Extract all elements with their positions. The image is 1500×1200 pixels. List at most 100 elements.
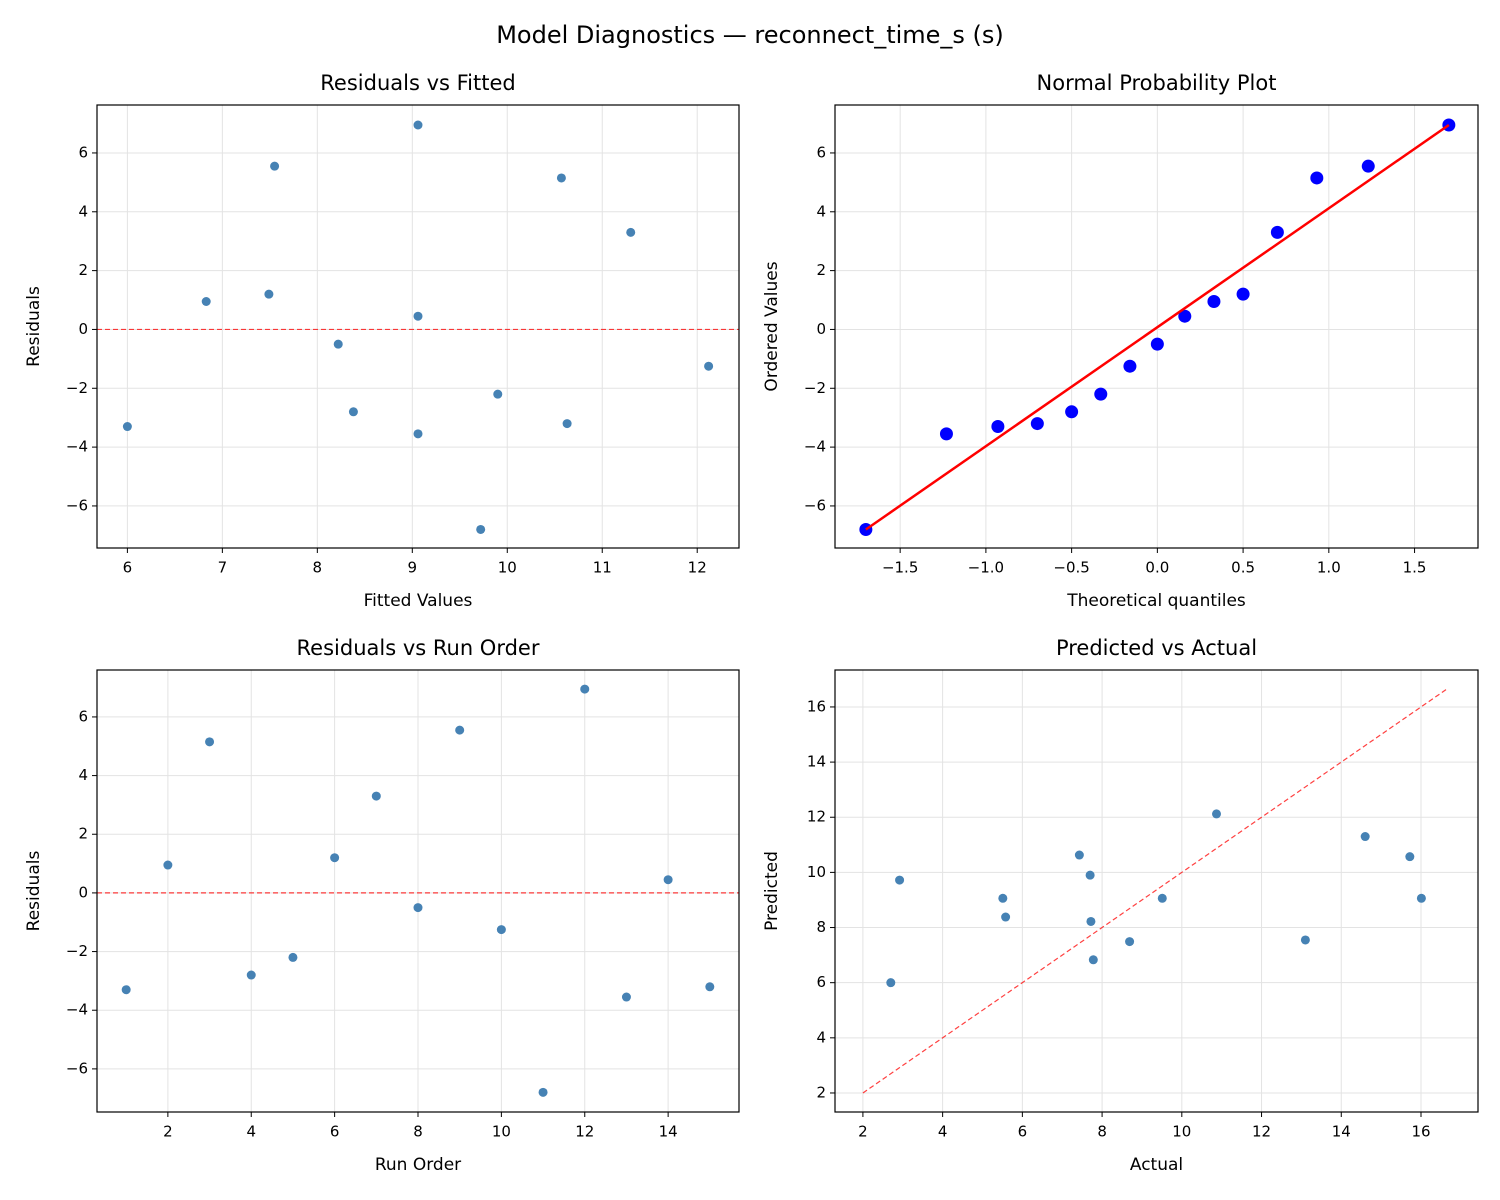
x-tick-label: 2 bbox=[163, 1123, 173, 1141]
y-tick-label: 4 bbox=[816, 202, 826, 220]
y-tick-label: 4 bbox=[78, 766, 88, 784]
point bbox=[663, 875, 673, 885]
y-axis-label: Ordered Values bbox=[762, 261, 782, 391]
point bbox=[1236, 287, 1250, 301]
point bbox=[496, 925, 506, 935]
x-tick-label: 4 bbox=[246, 1123, 256, 1141]
y-tick-label: 2 bbox=[816, 261, 826, 279]
point bbox=[1001, 912, 1011, 922]
x-tick-label: 8 bbox=[1097, 1123, 1107, 1141]
point bbox=[1065, 405, 1079, 419]
y-tick-label: 6 bbox=[816, 973, 826, 991]
y-axis-label: Residuals bbox=[24, 851, 44, 932]
point bbox=[1086, 916, 1096, 926]
y-tick-label: 2 bbox=[78, 261, 88, 279]
x-tick-label: 10 bbox=[498, 559, 517, 577]
point bbox=[1074, 850, 1084, 860]
x-tick-label: 6 bbox=[123, 559, 133, 577]
y-axis-label: Residuals bbox=[24, 286, 44, 367]
subplot-title: Predicted vs Actual bbox=[1056, 636, 1257, 660]
y-tick-label: −2 bbox=[66, 379, 88, 397]
point bbox=[348, 407, 358, 417]
y-tick-label: 2 bbox=[78, 825, 88, 843]
y-tick-label: −2 bbox=[804, 379, 826, 397]
x-tick-label: 1.5 bbox=[1403, 559, 1427, 577]
subplot-title: Residuals vs Run Order bbox=[297, 636, 540, 660]
x-tick-label: 16 bbox=[1411, 1123, 1430, 1141]
point bbox=[1310, 171, 1324, 185]
x-tick-label: 10 bbox=[492, 1123, 511, 1141]
y-tick-label: 4 bbox=[816, 1028, 826, 1046]
y-tick-label: 10 bbox=[807, 863, 826, 881]
x-tick-label: 4 bbox=[938, 1123, 948, 1141]
x-tick-label: 9 bbox=[408, 559, 418, 577]
x-tick-label: 14 bbox=[659, 1123, 678, 1141]
y-tick-label: −4 bbox=[66, 438, 88, 456]
point bbox=[580, 684, 590, 694]
y-tick-label: −6 bbox=[66, 1059, 88, 1077]
point bbox=[1178, 309, 1192, 323]
point bbox=[1150, 337, 1164, 351]
x-tick-label: 6 bbox=[1018, 1123, 1028, 1141]
point bbox=[705, 982, 715, 992]
point bbox=[333, 339, 343, 349]
x-tick-label: 2 bbox=[858, 1123, 868, 1141]
y-axis-label: Predicted bbox=[762, 851, 782, 931]
point bbox=[939, 427, 953, 441]
point bbox=[1085, 870, 1095, 880]
x-tick-label: 1.0 bbox=[1317, 559, 1341, 577]
x-tick-label: 12 bbox=[575, 1123, 594, 1141]
point bbox=[413, 903, 423, 913]
point bbox=[476, 524, 486, 534]
x-tick-label: −1.5 bbox=[882, 559, 918, 577]
x-tick-label: 6 bbox=[330, 1123, 340, 1141]
y-tick-label: 12 bbox=[807, 808, 826, 826]
point bbox=[121, 985, 131, 995]
point bbox=[413, 120, 423, 130]
reference-line bbox=[862, 688, 1448, 1094]
point bbox=[1207, 294, 1221, 308]
plot-frame bbox=[96, 104, 740, 549]
point bbox=[538, 1087, 548, 1097]
point bbox=[1094, 387, 1108, 401]
point bbox=[330, 853, 340, 863]
y-tick-label: 6 bbox=[816, 143, 826, 161]
point bbox=[201, 296, 211, 306]
point bbox=[886, 978, 896, 988]
x-tick-label: 7 bbox=[218, 559, 228, 577]
x-tick-label: 12 bbox=[1252, 1123, 1271, 1141]
plot-frame bbox=[834, 669, 1479, 1113]
point bbox=[704, 361, 714, 371]
point bbox=[1211, 809, 1221, 819]
plot-frame bbox=[96, 669, 740, 1113]
x-axis-label: Run Order bbox=[375, 1155, 461, 1175]
point bbox=[1416, 893, 1426, 903]
point bbox=[1405, 852, 1415, 862]
subplot-title: Normal Probability Plot bbox=[1037, 71, 1277, 95]
point bbox=[264, 289, 274, 299]
x-tick-label: −1.0 bbox=[968, 559, 1004, 577]
point bbox=[1300, 935, 1310, 945]
x-axis-label: Actual bbox=[1130, 1155, 1183, 1175]
y-tick-label: 8 bbox=[816, 918, 826, 936]
point bbox=[493, 389, 503, 399]
y-tick-label: 0 bbox=[78, 883, 88, 901]
point bbox=[1030, 417, 1044, 431]
point bbox=[205, 737, 215, 747]
point bbox=[1270, 225, 1284, 239]
x-tick-label: 10 bbox=[1172, 1123, 1191, 1141]
point bbox=[1361, 159, 1375, 173]
point bbox=[1157, 893, 1167, 903]
point bbox=[556, 173, 566, 183]
x-tick-label: 14 bbox=[1332, 1123, 1351, 1141]
point bbox=[371, 791, 381, 801]
figure-title: Model Diagnostics — reconnect_time_s (s) bbox=[496, 21, 1004, 49]
point bbox=[895, 875, 905, 885]
y-tick-label: 6 bbox=[78, 143, 88, 161]
point bbox=[270, 161, 280, 171]
y-tick-label: 4 bbox=[78, 202, 88, 220]
y-tick-label: 6 bbox=[78, 707, 88, 725]
y-tick-label: 16 bbox=[807, 697, 826, 715]
y-tick-label: −4 bbox=[804, 438, 826, 456]
